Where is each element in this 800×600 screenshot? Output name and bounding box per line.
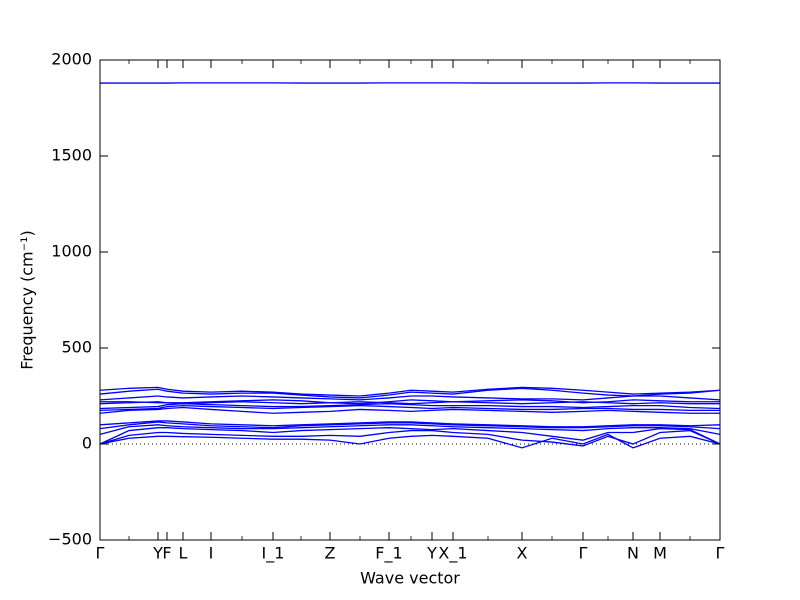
band-line: [99, 421, 721, 430]
x-tick-label: Γ: [579, 544, 588, 563]
x-tick-label: Γ: [716, 544, 725, 563]
y-tick-label: −500: [48, 530, 92, 549]
x-tick-label: I_1: [262, 544, 285, 564]
band-line: [99, 406, 720, 414]
band-line: [99, 420, 721, 428]
x-tick-label: X: [517, 544, 528, 563]
y-tick-label: 500: [61, 338, 92, 357]
x-tick-label: F: [162, 544, 171, 563]
x-tick-label: I: [209, 544, 214, 563]
band-line: [99, 401, 720, 405]
band-line: [99, 386, 721, 397]
x-tick-label: Y: [152, 544, 163, 563]
y-tick-label: 1000: [51, 242, 92, 261]
band-line: [99, 433, 721, 449]
x-tick-label: M: [653, 544, 667, 563]
x-tick-label: Γ: [96, 544, 105, 563]
x-tick-label: L: [179, 544, 188, 563]
plot-frame: [99, 59, 721, 541]
band-line: [99, 424, 721, 436]
y-tick-label: 2000: [51, 50, 92, 69]
band-line: [99, 387, 721, 399]
x-tick-label: F_1: [375, 544, 402, 564]
x-tick-label: Z: [325, 544, 336, 563]
x-tick-label: Y: [426, 544, 437, 563]
band-line: [99, 404, 720, 412]
x-axis-label: Wave vector: [360, 569, 460, 588]
band-line: [99, 395, 721, 401]
y-axis-label: Frequency (cm⁻¹): [18, 230, 37, 369]
band-line: [100, 399, 720, 405]
y-tick-label: 1500: [51, 146, 92, 165]
y-tick-label: 0: [82, 434, 92, 453]
x-tick-label: X_1: [438, 544, 467, 564]
band-line: [99, 429, 721, 447]
band-line: [99, 427, 721, 445]
x-tick-label: N: [627, 544, 639, 563]
